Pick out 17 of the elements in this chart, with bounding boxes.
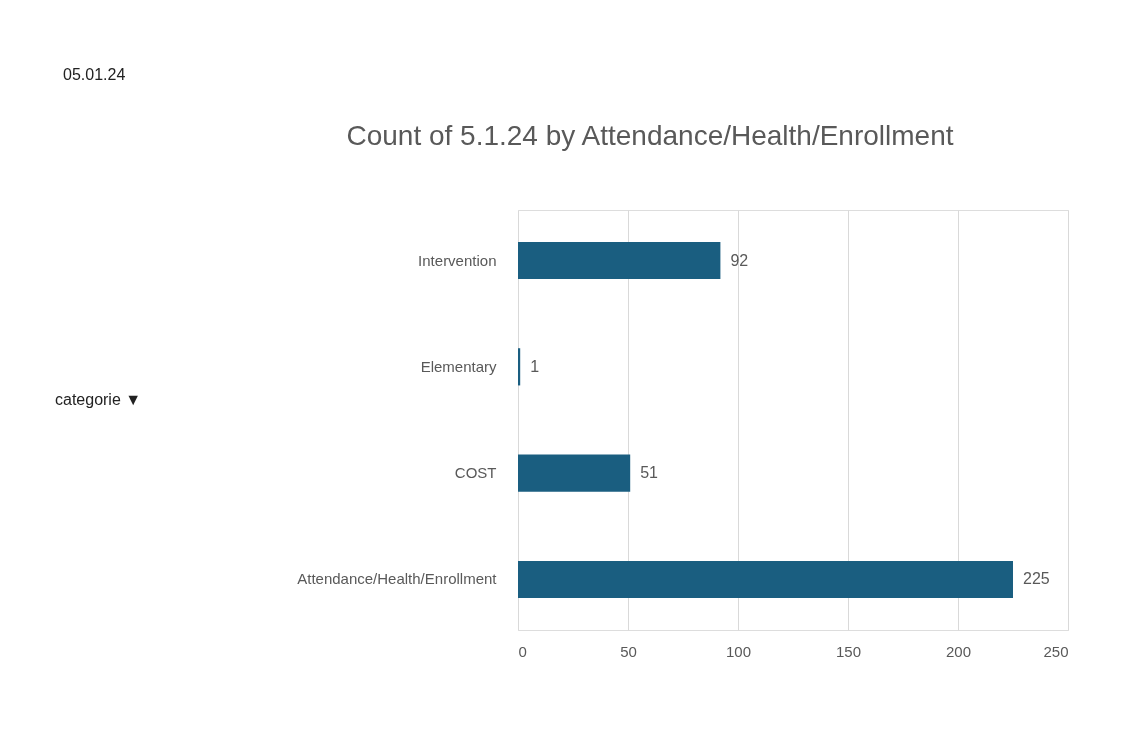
x-tick-label: 0	[518, 642, 527, 660]
chart-title: Count of 5.1.24 by Attendance/Health/Enrollment	[346, 120, 954, 151]
y-tick-label: Attendance/Health/Enrollment	[297, 570, 498, 588]
x-tick-label: 200	[945, 642, 972, 660]
text: 05.01.24	[63, 66, 126, 83]
x-tick-label: 250	[1043, 642, 1069, 660]
data-label: 1	[530, 357, 540, 375]
x-tick-label: 50	[620, 642, 637, 660]
data-label: 92	[730, 251, 749, 269]
data-label: 51	[640, 464, 659, 482]
y-tick-label: COST	[454, 464, 497, 482]
y-tick-label: Elementary	[420, 357, 497, 375]
x-tick-label: 150	[835, 642, 862, 660]
y-tick-label: Intervention	[418, 251, 497, 269]
data-label: 225	[1023, 570, 1050, 588]
text: categorie ▼	[55, 391, 142, 408]
x-tick-label: 100	[725, 642, 752, 660]
